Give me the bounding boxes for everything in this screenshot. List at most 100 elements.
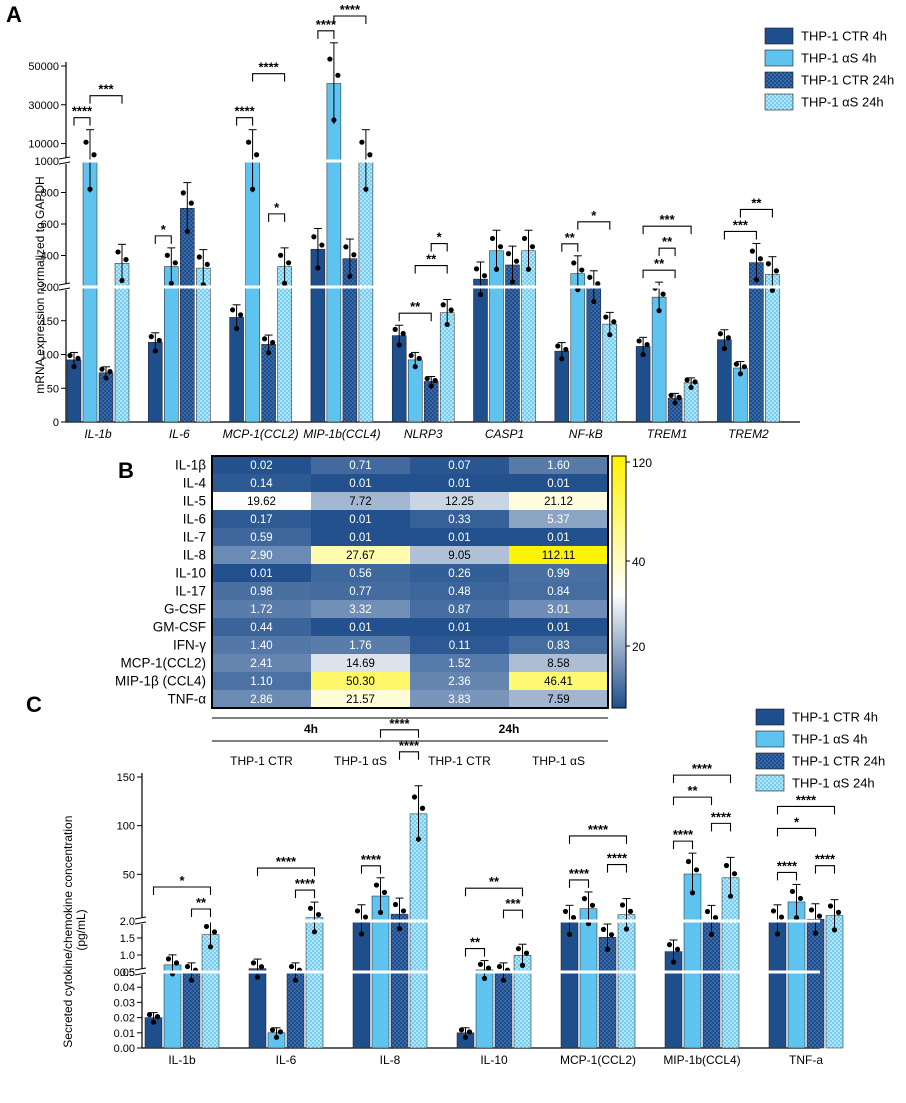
data-point xyxy=(644,341,650,348)
heatmap-cell xyxy=(410,510,509,528)
heatmap-cell xyxy=(311,564,410,582)
axis-break-mark xyxy=(134,972,147,976)
data-point xyxy=(165,956,172,962)
data-point xyxy=(354,908,361,914)
data-point xyxy=(250,960,257,966)
data-point xyxy=(75,355,81,362)
bar xyxy=(494,971,513,1049)
heatmap-value: 0.01 xyxy=(448,622,470,634)
data-point xyxy=(373,882,380,888)
data-point xyxy=(521,235,528,242)
significance-bracket xyxy=(464,887,524,897)
data-point xyxy=(103,375,109,381)
data-point xyxy=(359,139,365,145)
bar xyxy=(391,335,407,423)
x-tick-label: MCP-1(CCL2) xyxy=(223,427,299,441)
y-tick-label: 0.01 xyxy=(114,1028,135,1040)
heatmap-cell xyxy=(212,654,311,672)
break-band xyxy=(70,159,800,163)
x-tick-label: MCP-1(CCL2) xyxy=(560,1053,636,1067)
data-point xyxy=(211,929,218,935)
data-point xyxy=(246,139,252,145)
data-point xyxy=(689,890,696,896)
heatmap-cell xyxy=(410,618,509,636)
panel-a-chart: 0 50 100 150 200 400 600 800 1000 10000 30000 50000… xyxy=(28,2,800,441)
significance-bracket xyxy=(333,15,367,24)
data-point xyxy=(619,902,626,908)
heatmap-value: 0.44 xyxy=(250,622,273,634)
legend-label: THP-1 αS 24h xyxy=(792,776,875,791)
data-point xyxy=(168,280,174,286)
heatmap-cell xyxy=(509,510,608,528)
significance-bracket xyxy=(268,213,286,222)
bar xyxy=(635,346,651,423)
significance-bracket xyxy=(776,805,836,815)
x-tick-label: IL-10 xyxy=(480,1053,508,1067)
data-point xyxy=(258,964,265,970)
legend-swatch xyxy=(755,752,785,770)
significance-label: **** xyxy=(777,858,798,873)
data-point xyxy=(150,1019,157,1025)
bar xyxy=(570,273,586,423)
heatmap-cell xyxy=(509,582,608,600)
axis-break-mark xyxy=(58,287,71,291)
data-point xyxy=(555,343,561,349)
heatmap-cell xyxy=(311,618,410,636)
heatmap-row-label: MCP-1(CCL2) xyxy=(120,656,206,671)
significance-bracket xyxy=(190,908,212,917)
heatmap-cell xyxy=(212,672,311,690)
significance-bracket xyxy=(398,312,432,322)
data-point xyxy=(462,1034,469,1040)
axis-break-gap xyxy=(135,918,147,924)
data-point xyxy=(269,1027,276,1033)
data-point xyxy=(172,260,178,266)
heatmap-value: 1.60 xyxy=(547,460,569,472)
heatmap-cell xyxy=(410,456,509,474)
data-point xyxy=(489,235,496,242)
legend-label: THP-1 CTR 24h xyxy=(801,73,894,88)
bar xyxy=(82,160,98,423)
significance-bracket xyxy=(739,208,773,218)
heatmap-column-label: THP-1 αS xyxy=(532,754,585,768)
heatmap-value: 0.33 xyxy=(448,514,470,526)
heatmap-cell xyxy=(212,546,311,564)
heatmap-value: 2.86 xyxy=(250,694,272,706)
data-point xyxy=(207,944,214,950)
significance-bracket xyxy=(568,879,590,888)
data-point xyxy=(164,252,170,258)
significance-bracket xyxy=(561,243,579,252)
data-point xyxy=(727,893,734,899)
heatmap-value: 0.11 xyxy=(449,640,471,652)
heatmap-value: 0.59 xyxy=(250,532,272,544)
bar xyxy=(602,323,618,423)
data-point xyxy=(71,364,77,370)
data-point xyxy=(660,291,666,297)
y-tick-label: 600 xyxy=(41,219,59,231)
heatmap-value: 2.90 xyxy=(250,550,272,562)
heatmap-value: 50.30 xyxy=(346,676,375,688)
heatmap-value: 0.01 xyxy=(547,478,569,490)
data-point xyxy=(513,258,520,264)
heatmap-value: 0.84 xyxy=(547,586,570,598)
significance-bracket xyxy=(464,948,486,957)
legend-swatch xyxy=(755,708,785,726)
significance-label: **** xyxy=(316,17,337,32)
heatmap-cell xyxy=(410,690,509,708)
data-point xyxy=(119,277,125,284)
heatmap-cell xyxy=(212,636,311,654)
data-point xyxy=(440,302,446,308)
data-point xyxy=(636,338,642,344)
significance-bracket xyxy=(577,221,611,230)
heatmap-value: 9.05 xyxy=(448,550,470,562)
axis-break-gap xyxy=(59,158,71,164)
bar xyxy=(598,937,617,1049)
bar xyxy=(180,208,195,423)
heatmap-value: 1.52 xyxy=(448,658,470,670)
data-point xyxy=(203,923,210,930)
heatmap-value: 3.83 xyxy=(448,694,470,706)
heatmap-value: 0.26 xyxy=(448,568,470,580)
data-point xyxy=(753,277,760,283)
heatmap-cell xyxy=(311,528,410,546)
bar xyxy=(277,266,292,423)
